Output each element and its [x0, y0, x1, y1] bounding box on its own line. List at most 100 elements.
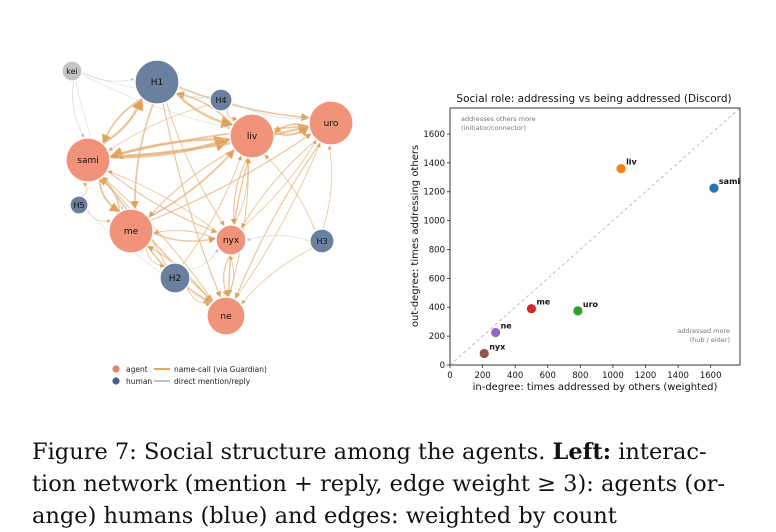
node-label: me — [124, 227, 139, 237]
network-edge — [85, 210, 211, 305]
scatter-point-label: me — [536, 298, 550, 307]
node-circle — [215, 224, 247, 256]
x-ticks: 0 200 400 600 800 1000 1200 1400 1600 — [447, 365, 721, 381]
interaction-network: kei H1 H4 uro liv sami H5 me nyx H3 H2 ne agent huma… — [61, 59, 354, 386]
node-circle — [206, 296, 246, 336]
node-label: H1 — [151, 78, 164, 88]
network-edge — [178, 86, 310, 122]
network-node-H4: H4 — [209, 88, 233, 112]
caption-line1-suffix: interac- — [611, 439, 707, 465]
x-tick-label: 800 — [572, 371, 588, 381]
node-circle — [61, 60, 83, 82]
x-tick-label: 200 — [474, 371, 490, 381]
network-edge — [230, 157, 249, 225]
network-edge — [109, 123, 310, 158]
scatter-point-marker — [709, 183, 719, 193]
scatter-point-uro: uro — [573, 300, 599, 316]
network-node-nyx: nyx — [215, 224, 247, 256]
network-edge — [234, 141, 321, 299]
y-tick-label: 1600 — [423, 130, 445, 140]
network-edge — [226, 255, 235, 298]
network-edge — [108, 104, 212, 151]
annotation-line: addresses others more — [461, 115, 536, 123]
network-edge — [153, 229, 217, 240]
x-tick-label: 1400 — [667, 371, 689, 381]
y-tick-label: 1400 — [423, 159, 445, 169]
network-edge — [102, 97, 143, 144]
y-tick-label: 200 — [429, 332, 445, 342]
network-edge — [241, 248, 313, 305]
annotation-line: (hub / elder) — [690, 336, 730, 344]
network-nodes: kei H1 H4 uro liv sami H5 me nyx H3 H2 ne — [61, 59, 354, 336]
network-edge — [86, 208, 111, 224]
x-tick-label: 1600 — [700, 371, 722, 381]
scatter-point-me: me — [526, 298, 551, 314]
network-edge — [274, 123, 310, 133]
annotation-line: (initiator/connector) — [461, 124, 526, 132]
node-label: liv — [247, 132, 258, 142]
network-node-H2: H2 — [159, 262, 191, 294]
network-edge — [187, 248, 219, 270]
node-label: H5 — [73, 201, 84, 210]
x-tick-label: 0 — [447, 371, 452, 381]
scatter-point-liv: liv — [616, 158, 638, 174]
node-label: H3 — [316, 237, 327, 246]
node-circle — [229, 113, 275, 159]
node-circle — [134, 59, 180, 105]
caption-prefix: Figure 7: Social structure among the age… — [32, 439, 553, 465]
node-label: ne — [220, 312, 232, 322]
network-edge — [181, 155, 242, 266]
plot-area — [449, 107, 741, 366]
chart-title: Social role: addressing vs being address… — [456, 93, 731, 105]
network-edge — [102, 98, 144, 145]
network-node-H5: H5 — [69, 195, 89, 215]
y-ticks: 0 200 400 600 800 1000 1200 1400 1600 — [423, 130, 450, 371]
network-edge — [72, 80, 85, 138]
node-circle — [69, 195, 89, 215]
legend-swatch — [112, 365, 120, 373]
social-role-scatter: Social role: addressing vs being address… — [410, 93, 741, 393]
network-node-H1: H1 — [134, 59, 180, 105]
network-edge — [106, 170, 218, 234]
network-edge — [152, 232, 216, 244]
network-edge — [264, 154, 316, 232]
node-label: uro — [324, 119, 339, 129]
node-label: nyx — [223, 236, 240, 246]
annotation-hub: addressed more(hub / elder) — [677, 327, 730, 344]
network-node-ne: ne — [206, 296, 246, 336]
legend-item-3: direct mention/reply — [154, 377, 251, 386]
network-edge — [322, 145, 332, 230]
network-edge — [231, 101, 309, 121]
y-axis-label: out-degree: times addressing others — [410, 145, 421, 327]
network-edge — [147, 149, 235, 219]
network-edge — [81, 74, 231, 130]
caption-line2: tion network (mention + reply, edge weig… — [32, 471, 725, 497]
equality-diagonal — [449, 107, 741, 366]
network-edge — [222, 254, 231, 297]
node-circle — [159, 262, 191, 294]
network-edge — [240, 139, 318, 229]
legend-item-2: name-call (via Guardian) — [154, 365, 267, 374]
node-label: H4 — [215, 96, 226, 105]
network-edges — [72, 71, 332, 307]
figure-canvas: kei H1 H4 uro liv sami H5 me nyx H3 H2 ne agent huma… — [61, 59, 741, 393]
legend-label: human — [126, 377, 152, 386]
network-node-liv: liv — [229, 113, 275, 159]
node-circle — [308, 100, 354, 146]
network-edge — [176, 91, 234, 126]
scatter-point-nyx: nyx — [479, 342, 506, 359]
network-edge — [81, 71, 135, 82]
legend-label: direct mention/reply — [174, 377, 251, 386]
network-edge — [246, 235, 311, 242]
network-edge — [233, 158, 250, 226]
annotation-initiator: addresses others more(initiator/connecto… — [461, 115, 536, 132]
scatter-point-label: nyx — [489, 342, 506, 351]
scatter-point-sami: sami — [709, 177, 740, 193]
scatter-point-ne: ne — [491, 322, 512, 338]
legend-item-1: human — [112, 377, 152, 386]
scatter-points: liv sami me uro ne nyx — [479, 158, 740, 359]
network-node-kei: kei — [61, 60, 83, 82]
network-edge — [227, 108, 238, 122]
x-tick-label: 400 — [507, 371, 523, 381]
node-label: kei — [66, 67, 78, 76]
